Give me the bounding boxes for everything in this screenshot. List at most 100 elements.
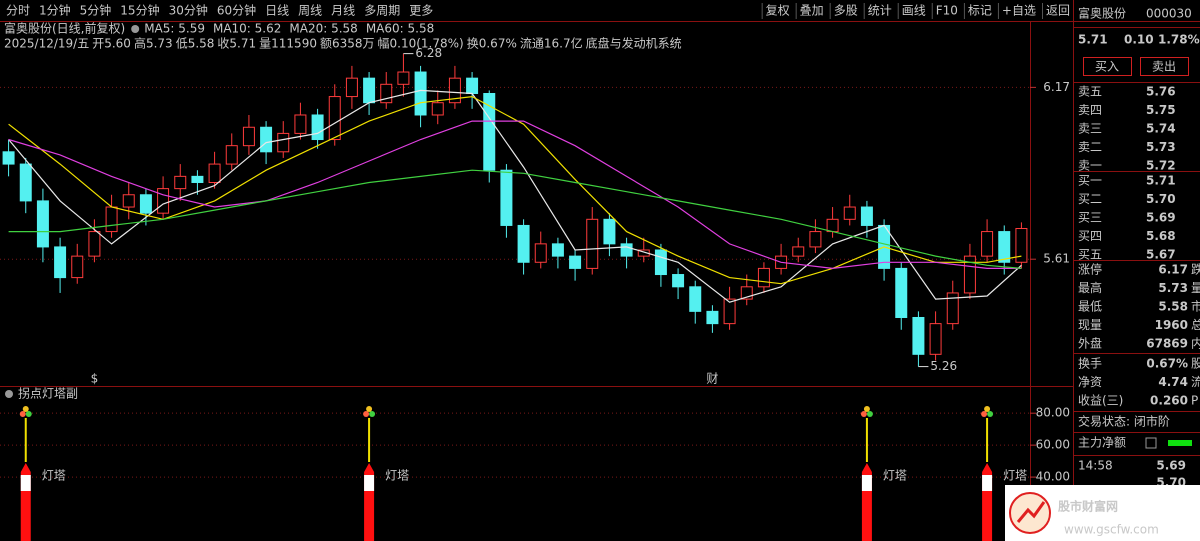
extreme-label: 5.26	[930, 359, 957, 373]
ask-price: 5.74	[1146, 122, 1176, 136]
candle-body	[723, 298, 736, 325]
y-tick-label: 5.61	[1043, 252, 1070, 266]
stat-label: 涨停	[1078, 262, 1102, 277]
sell-button[interactable]	[1140, 57, 1189, 76]
signal-cap	[861, 463, 872, 472]
period-tab[interactable]: 15分钟	[120, 3, 159, 18]
candle-body	[71, 255, 84, 279]
ask-price: 5.75	[1146, 103, 1176, 117]
ma-label: MA20: 5.58	[289, 22, 357, 36]
tool-button[interactable]: 多股	[834, 4, 858, 18]
signal-bar	[364, 472, 375, 541]
info-item: 量111590	[259, 37, 317, 51]
stat-tail: 股	[1191, 357, 1200, 371]
ask-price: 5.73	[1146, 140, 1176, 154]
ma-label: MA10: 5.62	[213, 22, 281, 36]
period-tab[interactable]: 更多	[409, 4, 433, 18]
tick-price: 5.69	[1156, 459, 1186, 473]
signal-ball	[25, 411, 32, 417]
signal-ball	[22, 406, 29, 412]
menu-dot	[131, 25, 140, 33]
period-tab[interactable]: 周线	[298, 4, 322, 18]
info-item: 流通16.7亿	[520, 36, 583, 51]
period-tab[interactable]: 分时	[6, 4, 30, 18]
candle-body	[792, 246, 805, 257]
tool-button[interactable]: 画线	[902, 4, 926, 18]
tool-button[interactable]: F10	[936, 4, 958, 18]
signal-bar	[982, 472, 993, 541]
stat-value: 0.260	[1150, 394, 1188, 408]
ma-line	[8, 95, 1022, 285]
candle-body	[929, 323, 942, 355]
period-tab[interactable]: 月线	[331, 4, 355, 18]
period-tab[interactable]: 60分钟	[217, 3, 256, 18]
stat-label: 最低	[1078, 300, 1102, 314]
stat-value: 4.74	[1158, 375, 1188, 389]
tool-button[interactable]: 复权	[766, 4, 790, 18]
event-mark[interactable]: $	[91, 372, 99, 386]
sell-label[interactable]: 卖出	[1152, 60, 1176, 74]
period-tab[interactable]: 日线	[265, 4, 289, 18]
flow-bar	[1168, 440, 1192, 446]
stat-tail: 市	[1191, 299, 1200, 314]
stat-tail: 内	[1191, 337, 1200, 351]
ma-label: MA5: 5.59	[144, 22, 205, 36]
ma-line	[8, 120, 1022, 270]
candle-body	[809, 231, 822, 248]
period-tab[interactable]: 多周期	[364, 4, 400, 18]
tool-button[interactable]: 统计	[868, 4, 892, 18]
event-mark[interactable]: 财	[706, 372, 718, 386]
signal-ball	[366, 406, 373, 412]
candle-body	[620, 243, 633, 257]
candle-body	[19, 163, 32, 202]
info-item: 低5.58	[176, 37, 215, 51]
candle-body	[534, 243, 547, 263]
watermark-title: 股市财富网	[1058, 499, 1118, 514]
candle-body	[706, 310, 719, 325]
candle-body	[448, 77, 461, 104]
candle-body	[654, 249, 667, 276]
candle-body	[843, 206, 856, 220]
period-tab[interactable]: 30分钟	[169, 3, 208, 18]
period-tab[interactable]: 5分钟	[80, 3, 112, 18]
candle-body	[54, 246, 67, 279]
candle-body	[740, 286, 753, 300]
candle-body	[88, 231, 101, 257]
info-item: 收5.71	[217, 37, 256, 51]
buy-button[interactable]	[1083, 57, 1132, 76]
candle-body	[242, 126, 255, 147]
candle-body	[225, 145, 238, 165]
tool-button[interactable]: 返回	[1046, 4, 1070, 18]
y-tick-label: 80.00	[1036, 406, 1070, 420]
candle-body	[517, 224, 530, 263]
ask-label: 卖二	[1078, 140, 1102, 154]
price-change: 0.10	[1124, 33, 1154, 47]
candle-body	[431, 102, 444, 116]
signal-cap	[20, 463, 31, 472]
candle-body	[466, 77, 479, 95]
stat-tail: 总	[1191, 318, 1200, 332]
extreme-label: 6.28	[415, 46, 442, 60]
candle-body	[912, 316, 925, 355]
period-tab[interactable]: 1分钟	[39, 3, 71, 18]
candle-body	[757, 267, 770, 288]
stock-name: 富奥股份	[1078, 6, 1126, 21]
tool-button[interactable]: +自选	[1002, 4, 1036, 18]
candle-body	[260, 126, 273, 153]
y-tick-label: 6.17	[1043, 80, 1070, 94]
signal-label: 灯塔	[42, 469, 66, 483]
signal-band	[982, 475, 993, 491]
candle-body	[895, 267, 908, 318]
stat-label: 收益(三)	[1078, 394, 1123, 408]
stat-label: 换手	[1078, 357, 1102, 371]
candle-body	[294, 114, 307, 134]
info-item: 幅0.10(1.78%)	[378, 36, 464, 51]
buy-label[interactable]: 买入	[1095, 60, 1119, 74]
candle-body	[586, 218, 599, 269]
signal-label: 灯塔	[883, 469, 907, 483]
tool-button[interactable]: 叠加	[800, 4, 824, 18]
tool-button[interactable]: 标记	[968, 4, 992, 18]
y-tick-label: 40.00	[1036, 470, 1070, 484]
flow-icon	[1145, 437, 1157, 449]
candle-body	[672, 274, 685, 288]
